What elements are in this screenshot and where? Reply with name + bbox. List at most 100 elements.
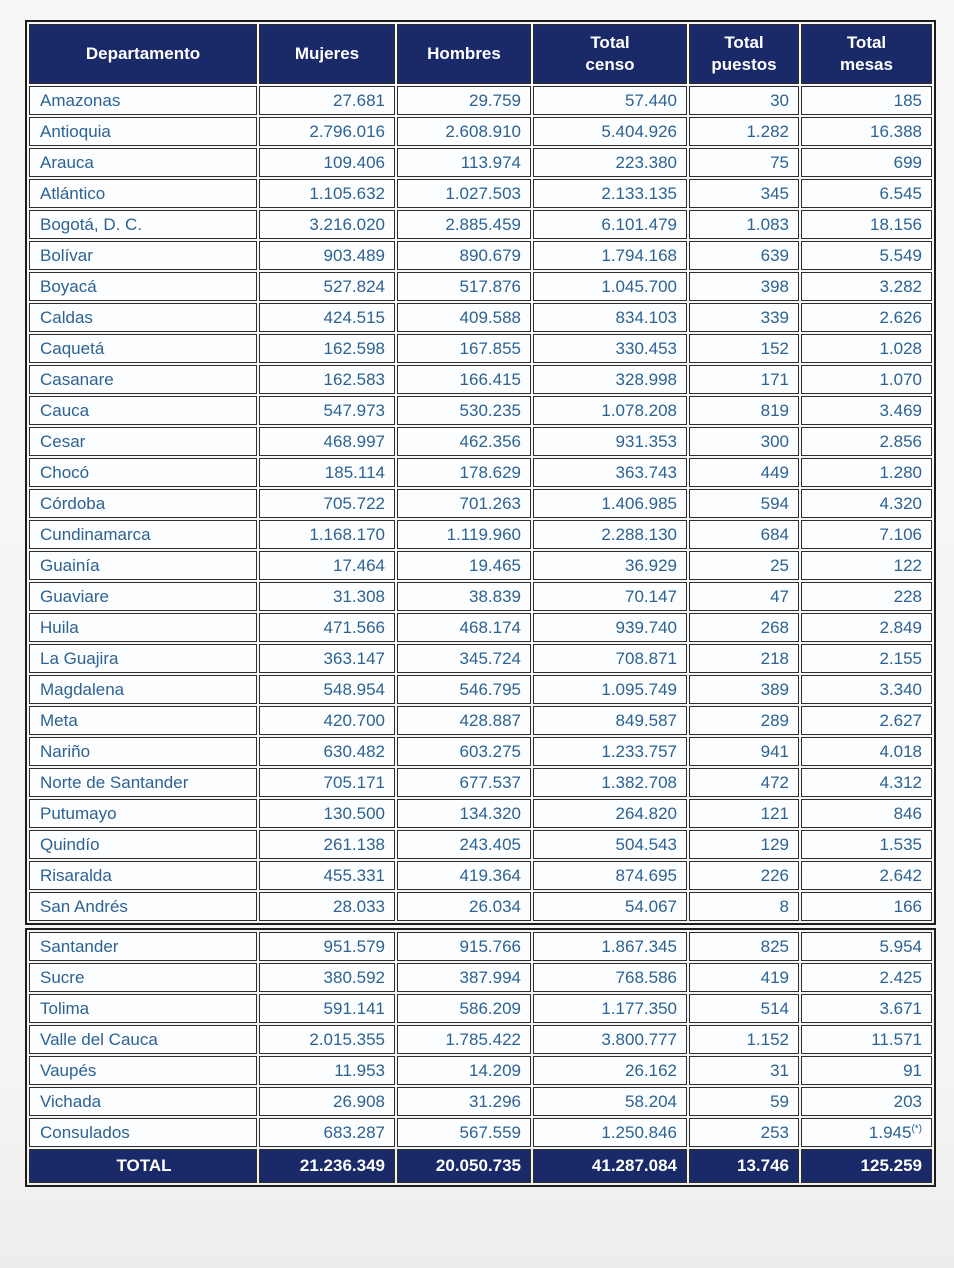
department-cell: Tolima	[29, 994, 257, 1023]
table-row: Bogotá, D. C. 3.216.020 2.885.459 6.101.479…	[29, 210, 932, 239]
value-cell: 2.608.910	[397, 117, 531, 146]
value-cell: 330.453	[533, 334, 687, 363]
value-cell: 1.785.422	[397, 1025, 531, 1054]
census-table-upper-block: Departamento Mujeres Hombres Total censo…	[25, 20, 936, 925]
value-cell: 129	[689, 830, 799, 859]
value-cell: 1.945(*)	[801, 1118, 932, 1147]
department-cell: Consulados	[29, 1118, 257, 1147]
table-row: Atlántico 1.105.632 1.027.503 2.133.135 345 6…	[29, 179, 932, 208]
value-cell: 185	[801, 86, 932, 115]
value-cell: 2.425	[801, 963, 932, 992]
value-cell: 630.482	[259, 737, 395, 766]
value-cell: 162.598	[259, 334, 395, 363]
department-cell: Quindío	[29, 830, 257, 859]
value-cell: 91	[801, 1056, 932, 1085]
value-cell: 26.162	[533, 1056, 687, 1085]
value-cell: 7.106	[801, 520, 932, 549]
value-cell: 2.642	[801, 861, 932, 890]
value-cell: 931.353	[533, 427, 687, 456]
value-cell: 1.105.632	[259, 179, 395, 208]
value-cell: 3.671	[801, 994, 932, 1023]
value-cell: 1.152	[689, 1025, 799, 1054]
value-cell: 504.543	[533, 830, 687, 859]
value-cell: 2.856	[801, 427, 932, 456]
department-cell: Putumayo	[29, 799, 257, 828]
department-cell: Guainía	[29, 551, 257, 580]
department-cell: Risaralda	[29, 861, 257, 890]
value-cell: 1.382.708	[533, 768, 687, 797]
table-row: Cauca 547.973 530.235 1.078.208 819 3.469	[29, 396, 932, 425]
table-row: Caldas 424.515 409.588 834.103 339 2.626	[29, 303, 932, 332]
value-cell: 3.340	[801, 675, 932, 704]
value-cell: 424.515	[259, 303, 395, 332]
table-row: Nariño 630.482 603.275 1.233.757 941 4.018	[29, 737, 932, 766]
value-cell: 17.464	[259, 551, 395, 580]
value-cell: 166.415	[397, 365, 531, 394]
table-row: Sucre 380.592 387.994 768.586 419 2.425	[29, 963, 932, 992]
table-row: Guaviare 31.308 38.839 70.147 47 228	[29, 582, 932, 611]
value-cell: 1.250.846	[533, 1118, 687, 1147]
value-cell: 419	[689, 963, 799, 992]
footnote-marker: (*)	[911, 1122, 922, 1134]
department-cell: Cesar	[29, 427, 257, 456]
department-cell: Vaupés	[29, 1056, 257, 1085]
value-cell: 6.545	[801, 179, 932, 208]
value-cell: 941	[689, 737, 799, 766]
table-row: Boyacá 527.824 517.876 1.045.700 398 3.282	[29, 272, 932, 301]
value-cell: 47	[689, 582, 799, 611]
department-cell: Boyacá	[29, 272, 257, 301]
value-cell: 58.204	[533, 1087, 687, 1116]
value-cell: 591.141	[259, 994, 395, 1023]
value-cell: 30	[689, 86, 799, 115]
value-cell: 546.795	[397, 675, 531, 704]
value-cell: 171	[689, 365, 799, 394]
department-cell: La Guajira	[29, 644, 257, 673]
value-cell: 1.028	[801, 334, 932, 363]
table-row: Arauca 109.406 113.974 223.380 75 699	[29, 148, 932, 177]
department-cell: Atlántico	[29, 179, 257, 208]
value-cell: 328.998	[533, 365, 687, 394]
value-cell: 11.571	[801, 1025, 932, 1054]
value-cell: 603.275	[397, 737, 531, 766]
table-row: Valle del Cauca 2.015.355 1.785.422 3.800.7…	[29, 1025, 932, 1054]
value-cell: 455.331	[259, 861, 395, 890]
value-cell: 2.626	[801, 303, 932, 332]
value-cell: 517.876	[397, 272, 531, 301]
department-cell: Valle del Cauca	[29, 1025, 257, 1054]
column-header-departamento: Departamento	[29, 24, 257, 84]
value-cell: 420.700	[259, 706, 395, 735]
value-cell: 29.759	[397, 86, 531, 115]
value-cell: 951.579	[259, 932, 395, 961]
department-cell: Cundinamarca	[29, 520, 257, 549]
value-cell: 3.469	[801, 396, 932, 425]
column-header-mujeres: Mujeres	[259, 24, 395, 84]
census-table: Departamento Mujeres Hombres Total censo…	[25, 20, 936, 1187]
value-cell: 3.282	[801, 272, 932, 301]
value-cell: 1.406.985	[533, 489, 687, 518]
value-cell: 113.974	[397, 148, 531, 177]
total-hombres: 20.050.735	[397, 1149, 531, 1183]
column-header-total-mesas: Total mesas	[801, 24, 932, 84]
value-cell: 178.629	[397, 458, 531, 487]
value-cell: 289	[689, 706, 799, 735]
table-row: Meta 420.700 428.887 849.587 289 2.627	[29, 706, 932, 735]
value-cell: 363.743	[533, 458, 687, 487]
value-cell: 468.174	[397, 613, 531, 642]
value-cell: 419.364	[397, 861, 531, 890]
total-label: TOTAL	[29, 1149, 257, 1183]
value-cell: 167.855	[397, 334, 531, 363]
value-cell: 471.566	[259, 613, 395, 642]
value-cell: 1.083	[689, 210, 799, 239]
value-cell: 70.147	[533, 582, 687, 611]
value-cell: 130.500	[259, 799, 395, 828]
column-header-total-censo: Total censo	[533, 24, 687, 84]
value-cell: 2.796.016	[259, 117, 395, 146]
value-cell: 3.216.020	[259, 210, 395, 239]
value-cell: 890.679	[397, 241, 531, 270]
value-cell: 915.766	[397, 932, 531, 961]
value-cell: 684	[689, 520, 799, 549]
value-cell: 4.018	[801, 737, 932, 766]
value-cell: 2.627	[801, 706, 932, 735]
table-row: Amazonas 27.681 29.759 57.440 30 185	[29, 86, 932, 115]
value-cell: 3.800.777	[533, 1025, 687, 1054]
